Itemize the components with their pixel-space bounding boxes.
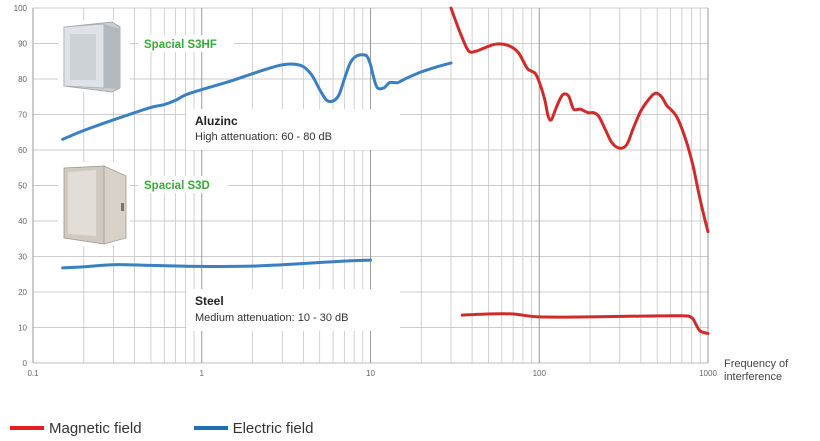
legend-swatch-magnetic: [10, 426, 44, 430]
label-bg-s3hf: [138, 35, 234, 52]
x-axis-label-line-1: Frequency of: [724, 358, 789, 370]
y-tick-label: 20: [18, 288, 27, 297]
y-tick-label: 50: [18, 182, 27, 191]
y-tick-label: 10: [18, 324, 27, 333]
annotation-text-aluzinc: High attenuation: 60 - 80 dB: [195, 131, 332, 143]
x-tick-label: 1: [200, 369, 205, 378]
y-tick-label: 80: [18, 75, 27, 84]
series-line-magnetic-field-spacial-s3d: [460, 312, 710, 335]
chart-svg: 0 10 20 30 40 50 60 70 80 90 100 0.1 1 10 100 1000 Alu…: [14, 4, 718, 378]
annotation-box-steel: [186, 289, 400, 331]
y-tick-label: 60: [18, 146, 27, 155]
annotation-box-aluzinc: [186, 109, 400, 150]
legend: Magnetic field Electric field: [10, 418, 365, 438]
y-tick-label: 100: [14, 4, 28, 13]
annotation-title-aluzinc: Aluzinc: [195, 114, 238, 128]
label-bg-s3d: [138, 176, 228, 193]
product-label-spacial-s3d: Spacial S3D: [144, 180, 210, 192]
y-tick-label: 90: [18, 40, 27, 49]
y-tick-labels: 0 10 20 30 40 50 60 70 80 90 100: [14, 4, 28, 368]
spacial-s3d-enclosure-image: [58, 162, 130, 246]
y-tick-label: 30: [18, 253, 27, 262]
x-tick-labels: 0.1 1 10 100 1000: [27, 369, 717, 378]
y-tick-label: 70: [18, 111, 27, 120]
x-tick-label: 100: [533, 369, 547, 378]
legend-label-magnetic-field: Magnetic field: [49, 419, 142, 437]
legend-item-magnetic-field: Magnetic field: [10, 420, 142, 437]
y-tick-label: 0: [23, 359, 28, 368]
x-tick-label: 10: [366, 369, 375, 378]
legend-item-electric-field: Electric field: [193, 419, 314, 437]
series-line-magnetic-field-spacial-s3hf: [449, 6, 710, 234]
legend-label-electric-field: Electric field: [232, 419, 314, 437]
annotation-title-steel: Steel: [195, 294, 224, 308]
x-axis-label: Frequency of interference: [724, 358, 788, 384]
series-line-electric-field-spacial-s3d: [61, 258, 372, 270]
x-tick-label: 1000: [699, 369, 717, 378]
y-tick-label: 40: [18, 217, 27, 226]
series-line-electric-field-spacial-s3hf: [61, 53, 453, 141]
x-tick-label: 0.1: [27, 369, 39, 378]
series-lines: [61, 6, 710, 335]
x-axis-label-line-2: interference: [724, 371, 783, 383]
legend-swatch-electric: [193, 426, 228, 430]
spacial-s3hf-enclosure-image: [58, 20, 130, 93]
product-label-spacial-s3hf: Spacial S3HF: [144, 39, 217, 51]
annotation-text-steel: Medium attenuation: 10 - 30 dB: [195, 312, 348, 324]
